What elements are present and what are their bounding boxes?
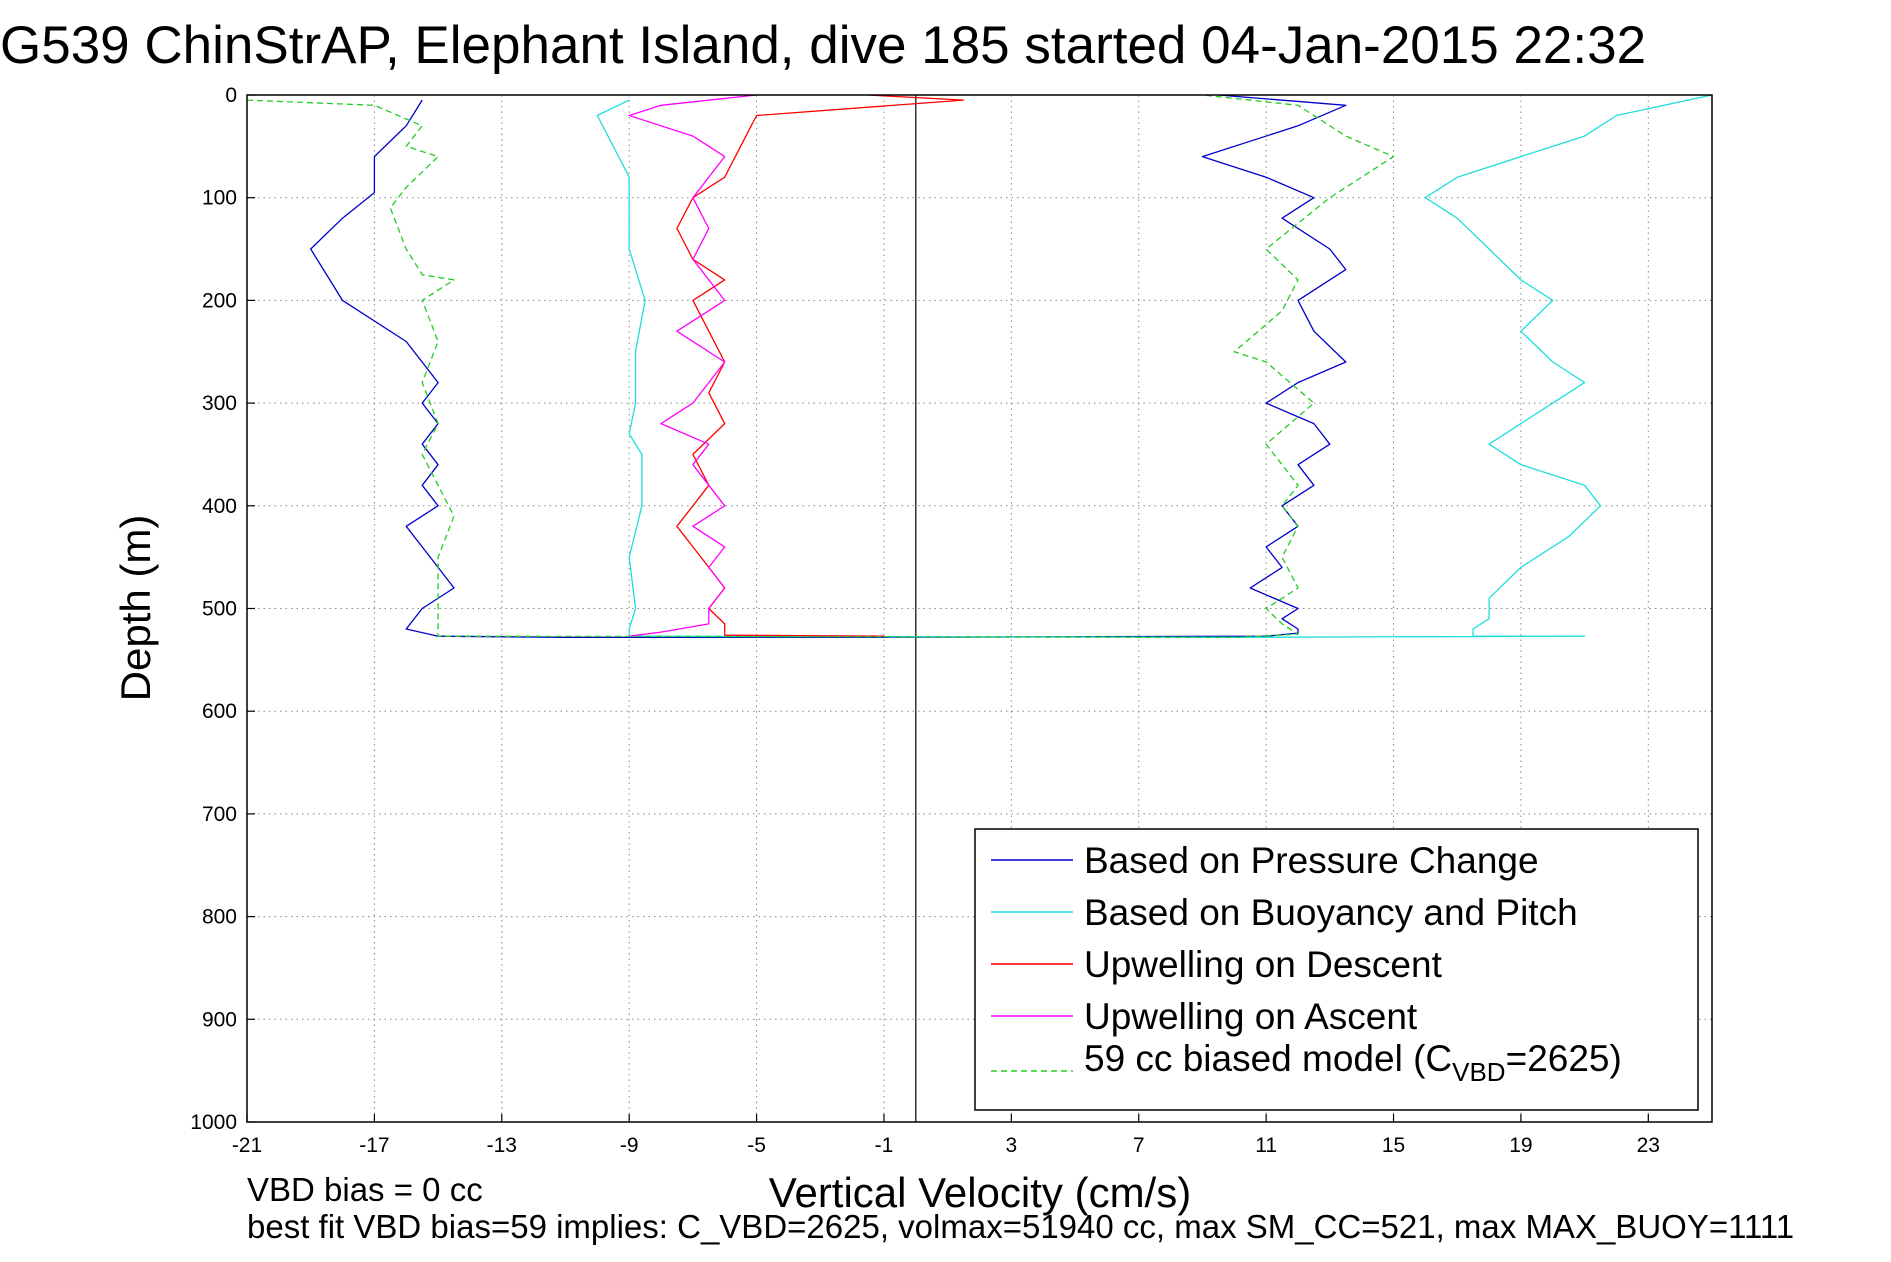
x-tick-label: 23	[1637, 1134, 1660, 1157]
x-tick-label: -17	[359, 1134, 389, 1157]
x-tick-label: 19	[1509, 1134, 1532, 1157]
x-axis-label: Vertical Velocity (cm/s)	[769, 1169, 1191, 1216]
series-line-4	[246, 94, 1395, 638]
chart-title: G539 ChinStrAP, Elephant Island, dive 18…	[0, 16, 1646, 75]
x-tick-label: -1	[875, 1134, 894, 1157]
legend-label-3: Upwelling on Ascent	[1084, 996, 1418, 1037]
series-lines	[246, 94, 1713, 638]
x-tick-label: 7	[1133, 1134, 1145, 1157]
legend-label-0: Based on Pressure Change	[1084, 840, 1539, 881]
footnote-line-1: VBD bias = 0 cc	[247, 1171, 483, 1208]
legend-items: Based on Pressure Change Based on Buoyanc…	[991, 840, 1622, 1087]
axis-ticks: -21 -17 -13 -9 -5 -1 3 7 11 15 19 23010020030040050…	[190, 84, 1660, 1157]
y-tick-label: 900	[202, 1008, 237, 1031]
y-tick-label: 300	[202, 392, 237, 415]
footnote-line-2: best fit VBD bias=59 implies: C_VBD=2625…	[247, 1208, 1794, 1245]
y-tick-label: 500	[202, 598, 237, 621]
y-tick-label: 0	[225, 84, 237, 107]
x-tick-label: 11	[1255, 1134, 1277, 1157]
y-tick-label: 600	[202, 700, 237, 723]
series-line-2	[676, 94, 965, 637]
series-line-3	[628, 94, 757, 637]
legend-label-2: Upwelling on Descent	[1084, 944, 1443, 985]
legend-label-4: 59 cc biased model (CVBD=2625)	[1084, 1038, 1622, 1087]
y-tick-label: 800	[202, 906, 237, 929]
x-tick-label: -5	[747, 1134, 766, 1157]
legend-box	[974, 828, 1699, 1111]
series-line-1	[596, 94, 1713, 638]
series-line-0	[310, 94, 1347, 638]
y-tick-label: 1000	[190, 1111, 237, 1134]
legend-label-1: Based on Buoyancy and Pitch	[1084, 892, 1578, 933]
y-tick-label: 200	[202, 289, 237, 312]
legend: Based on Pressure Change Based on Buoyanc…	[974, 828, 1699, 1111]
x-tick-label: -13	[487, 1134, 517, 1157]
x-tick-label: -9	[620, 1134, 639, 1157]
x-tick-label: 15	[1382, 1134, 1405, 1157]
x-tick-label: -21	[232, 1134, 262, 1157]
y-axis-label: Depth (m)	[112, 515, 159, 702]
y-tick-label: 400	[202, 495, 237, 518]
y-tick-label: 700	[202, 803, 237, 826]
x-tick-label: 3	[1006, 1134, 1018, 1157]
y-tick-label: 100	[202, 187, 237, 210]
